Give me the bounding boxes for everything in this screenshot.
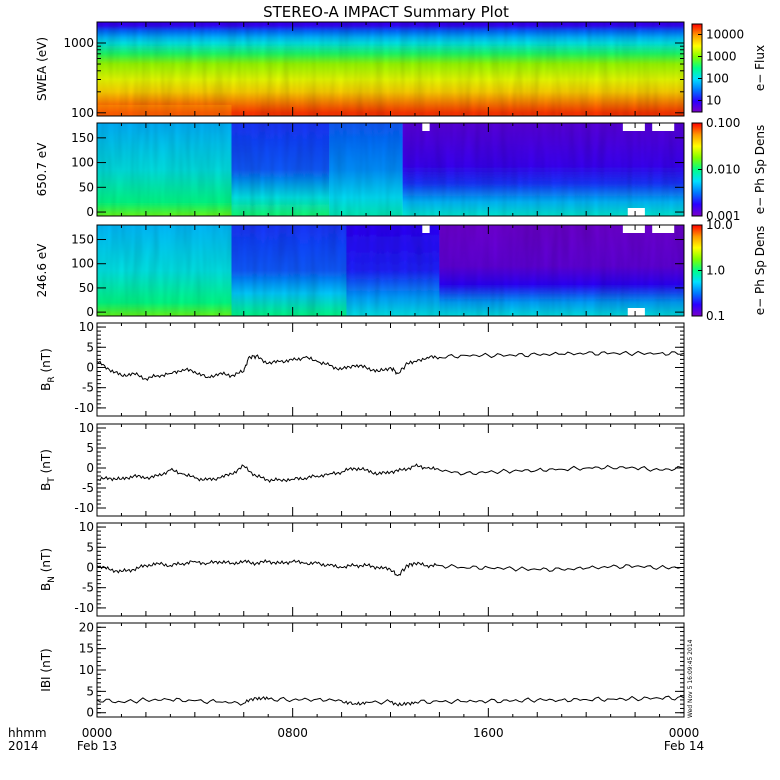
bn-panel-ylabel-main: B — [39, 583, 53, 591]
bmag-panel-ytick-label: 10 — [79, 663, 94, 677]
bn-panel-ytick-label: 10 — [79, 520, 94, 534]
bn-panel-ylabel-sub: N — [47, 576, 57, 583]
date-tick-label: Feb 13 — [77, 739, 117, 753]
bmag-panel-ytick-label: 15 — [79, 642, 94, 656]
time-tick-label: 0000 — [82, 726, 113, 740]
pad-246-panel-segment — [346, 225, 440, 316]
swea-panel-colorbar — [691, 23, 703, 113]
pad-650-panel-segment — [329, 123, 403, 216]
swea-panel-colorbar-tick-label: 100 — [706, 71, 729, 85]
time-tick-label: 0000 — [669, 726, 700, 740]
pad-246-panel-segment — [97, 225, 232, 316]
corner-label-hhmm: hhmm — [8, 726, 47, 740]
swea-panel-colorbar-tick-label: 10 — [706, 93, 721, 107]
pad-246-panel-ytick-label: 50 — [79, 281, 94, 295]
bn-panel-ytick-label: 0 — [86, 560, 94, 574]
br-panel-ylabel: BR (nT) — [39, 348, 57, 391]
bt-panel-ytick-label: -5 — [82, 481, 94, 495]
chart-title: STEREO-A IMPACT Summary Plot — [263, 3, 509, 21]
pad-650-panel-ytick-label: 0 — [86, 205, 94, 219]
pad-650-panel-colorbar-tick-label: 0.010 — [706, 163, 740, 177]
bt-panel-frame — [96, 423, 685, 517]
swea-ylabel: SWEA (eV) — [35, 37, 49, 101]
pad-246-panel-colorbar-tick-label: 10.0 — [706, 218, 733, 232]
corner-label-year: 2014 — [8, 739, 39, 753]
pad-650-panel-segment — [402, 123, 684, 216]
pad-650-panel-ylabel: 650.7 eV — [35, 142, 49, 197]
bmag-panel-ytick-label: 5 — [86, 684, 94, 698]
br-panel-ylabel-sub: R — [47, 376, 57, 382]
pad-650-panel-data-gap — [622, 123, 645, 131]
bt-panel-ylabel-unit: (nT) — [39, 449, 53, 477]
bmag-panel-ylabel-unit: (nT) — [39, 648, 53, 676]
bt-panel-series-line — [96, 463, 685, 484]
pad-246-panel-ytick-label: 150 — [71, 233, 94, 247]
pad-650-panel-colorbar-tick-label: 0.100 — [706, 116, 740, 130]
swea-panel-colorbar-label: e− Flux — [753, 45, 767, 91]
br-panel-series-line — [96, 350, 685, 382]
pad-246-panel-ytick-label: 0 — [86, 305, 94, 319]
br-panel-ylabel-unit: (nT) — [39, 348, 53, 376]
pad-650-panel-ytick-label: 150 — [71, 131, 94, 145]
pad-246-panel-ylabel: 246.6 eV — [35, 243, 49, 298]
bt-panel-ytick-label: 10 — [79, 421, 94, 435]
pad-246-panel-colorbar-label: e− Ph Sp Dens — [753, 226, 767, 315]
pad-246-panel-colorbar-tick-label: 0.1 — [706, 309, 725, 323]
pad-650-panel-segment — [97, 123, 232, 216]
br-panel-ytick-label: -5 — [82, 381, 94, 395]
plot-timestamp: Wed Nov 5 16:09:45 2014 — [687, 639, 694, 718]
bn-panel-ylabel-unit: (nT) — [39, 548, 53, 576]
pad-246-panel-data-gap — [652, 225, 675, 233]
pad-650-panel-segment — [231, 123, 330, 216]
pad-650-panel-data-gap — [652, 123, 675, 131]
bt-panel-ytick-label: 5 — [86, 441, 94, 455]
bt-panel-ytick-label: -10 — [74, 501, 94, 515]
bn-panel-ytick-label: -10 — [74, 601, 94, 615]
pad-650-panel-data-gap — [422, 123, 430, 131]
bn-panel-series-line — [96, 558, 684, 577]
br-panel-ytick-label: 0 — [86, 360, 94, 374]
bmag-panel-ylabel: IBI (nT) — [39, 648, 53, 691]
br-panel-ylabel-main: B — [39, 383, 53, 391]
swea-panel-colorbar-tick-label: 1000 — [706, 49, 737, 63]
bn-panel-ylabel: BN (nT) — [39, 548, 57, 591]
swea-spectrogram — [97, 22, 684, 116]
bt-panel-ylabel-sub: T — [47, 477, 57, 484]
br-panel-ytick-label: 10 — [79, 320, 94, 334]
pad-246-panel-segment — [439, 225, 684, 316]
bt-panel-ylabel-main: B — [39, 483, 53, 491]
bn-panel-ytick-label: 5 — [86, 540, 94, 554]
time-tick-label: 0800 — [277, 726, 308, 740]
swea-high-flux-region — [97, 104, 232, 116]
pad-246-panel-data-gap — [622, 225, 645, 233]
bmag-panel-ylabel-main: IBI — [39, 676, 53, 691]
bn-panel-ytick-label: -5 — [82, 581, 94, 595]
pad-246-panel-data-gap — [627, 308, 645, 316]
bt-panel-ytick-label: 0 — [86, 461, 94, 475]
pad-650-panel-data-gap — [627, 208, 645, 216]
pad-246-panel-colorbar-tick-label: 1.0 — [706, 264, 725, 278]
pad-650-panel-colorbar-tick-label: 0.001 — [706, 209, 740, 223]
time-tick-label: 1600 — [473, 726, 504, 740]
pad-246-panel-ytick-label: 100 — [71, 257, 94, 271]
swea-ytick-label: 100 — [71, 106, 94, 120]
bt-panel-ylabel: BT (nT) — [39, 449, 57, 491]
pad-650-panel-ytick-label: 50 — [79, 180, 94, 194]
date-tick-label: Feb 14 — [664, 739, 704, 753]
swea-ytick-label: 1000 — [63, 36, 94, 50]
swea-panel-colorbar-tick-label: 10000 — [706, 27, 744, 41]
bmag-panel-ytick-label: 0 — [86, 706, 94, 720]
bmag-panel-series-line — [96, 695, 685, 707]
bmag-panel-ytick-label: 20 — [79, 620, 94, 634]
pad-650-panel-ytick-label: 100 — [71, 156, 94, 170]
br-panel-ytick-label: -10 — [74, 401, 94, 415]
pad-246-panel-segment — [231, 225, 347, 316]
pad-246-panel-data-gap — [422, 225, 430, 233]
bmag-panel-frame — [96, 622, 685, 718]
br-panel-ytick-label: 5 — [86, 340, 94, 354]
pad-650-panel-colorbar-label: e− Ph Sp Dens — [753, 125, 767, 214]
